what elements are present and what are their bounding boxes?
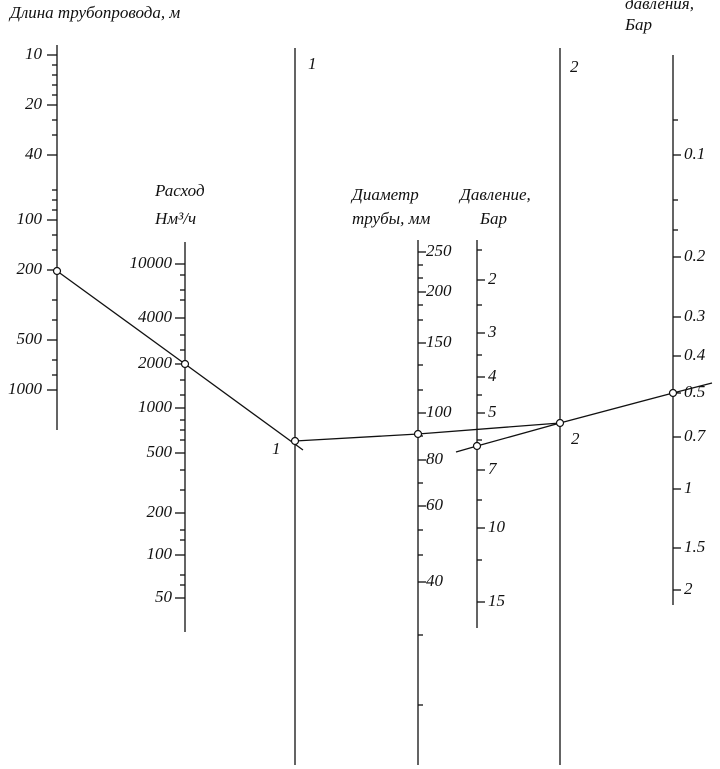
scale-mark: 1 (272, 439, 281, 458)
tick-label: 10 (25, 44, 43, 63)
tick-label: 40 (426, 571, 444, 590)
tick-label: 150 (426, 332, 452, 351)
tick-label: 0.2 (684, 246, 706, 265)
tick-label: 0.3 (684, 306, 705, 325)
tick-label: 200 (147, 502, 173, 521)
tick-label: 0.1 (684, 144, 705, 163)
tick-label: 200 (17, 259, 43, 278)
tick-label: 1.5 (684, 537, 705, 556)
tick-label: 3 (487, 322, 497, 341)
tick-label: 2 (684, 579, 693, 598)
tick-label: 5 (488, 402, 497, 421)
tick-label: 0.7 (684, 426, 707, 445)
solution-lines (52, 266, 713, 453)
tick-label: 1000 (138, 397, 173, 416)
tick-label: 10000 (130, 253, 173, 272)
point (413, 429, 423, 439)
tick-label: 250 (426, 241, 452, 260)
tick-label: 80 (426, 449, 444, 468)
scale-title: Бар (624, 15, 652, 34)
tick-label: 0.5 (684, 382, 705, 401)
scale-title: трубы, мм (352, 209, 431, 228)
tick-label: 10 (488, 517, 506, 536)
scale-title: Нм³/ч (154, 209, 196, 228)
scale-title: давления, (625, 0, 694, 13)
tick-label: 4 (488, 366, 497, 385)
point (668, 388, 678, 398)
scale-title: Длина трубопровода, м (8, 3, 180, 22)
tick-label: 1000 (8, 379, 43, 398)
point (290, 436, 300, 446)
tick-label: 2 (488, 269, 497, 288)
tick-label: 4000 (138, 307, 173, 326)
tick-label: 1 (684, 478, 693, 497)
tick-label: 100 (17, 209, 43, 228)
tick-label: 100 (426, 402, 452, 421)
point (472, 441, 482, 451)
scale-mark: 2 (570, 57, 579, 76)
scale-title: Давление, (458, 185, 531, 204)
tick-label: 200 (426, 281, 452, 300)
tick-label: 20 (25, 94, 43, 113)
scale-mark: 2 (571, 429, 580, 448)
tick-label: 2000 (138, 353, 173, 372)
scale-title: Расход (154, 181, 205, 200)
solution-line (294, 422, 561, 442)
point (180, 359, 190, 369)
tick-label: 0.4 (684, 345, 706, 364)
tick-label: 500 (147, 442, 173, 461)
point (555, 418, 565, 428)
tick-label: 100 (147, 544, 173, 563)
scale-title: Диаметр (350, 185, 419, 204)
tick-label: 7 (488, 459, 498, 478)
tick-label: 500 (17, 329, 43, 348)
tick-label: 50 (155, 587, 173, 606)
tick-label: 60 (426, 495, 444, 514)
scale-mark: 1 (308, 54, 317, 73)
solution-line (56, 270, 304, 451)
scale-title: Бар (479, 209, 507, 228)
tick-label: 15 (488, 591, 505, 610)
point (52, 266, 62, 276)
tick-label: 40 (25, 144, 43, 163)
